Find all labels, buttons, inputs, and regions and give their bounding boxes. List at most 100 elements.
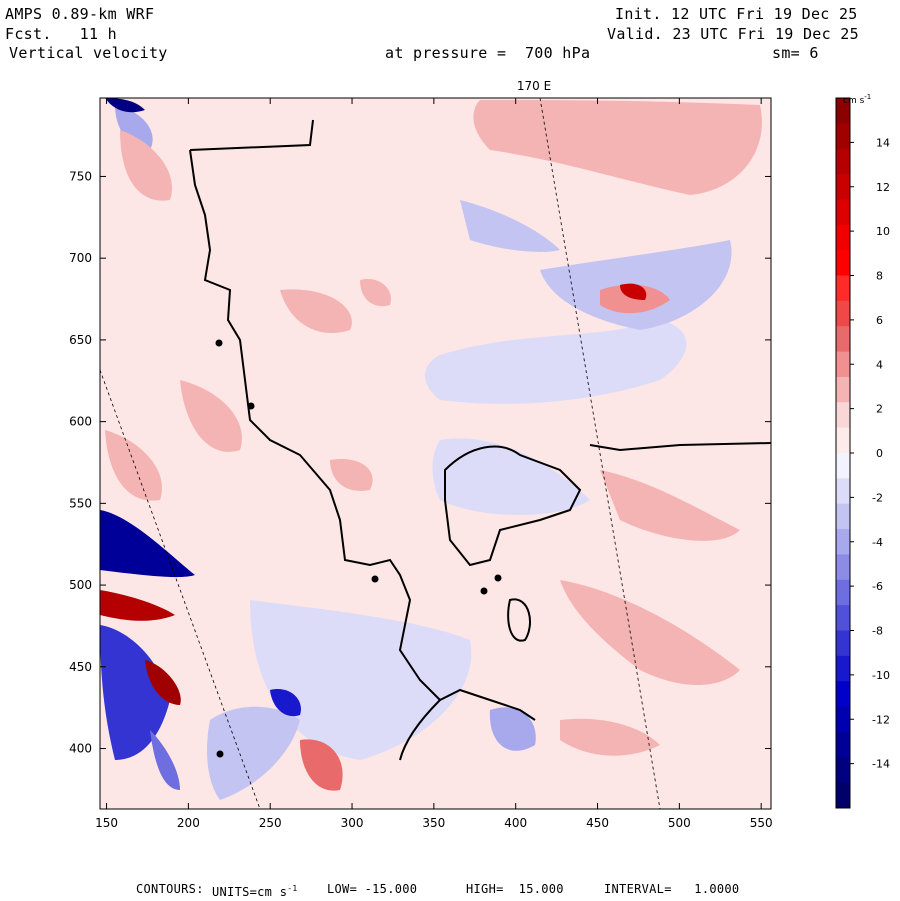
colorbar-swatch <box>836 351 850 378</box>
region-positive <box>560 718 660 756</box>
footer-units: UNITS=cm s-1 <box>212 884 298 899</box>
graticule <box>100 98 661 809</box>
colorbar-label: -14 <box>872 758 890 771</box>
y-tick-label: 500 <box>69 578 92 592</box>
region-positive <box>300 739 343 791</box>
footer-low: LOW= -15.000 <box>327 882 418 896</box>
region-positive <box>360 279 391 307</box>
forecast-hour: Fcst. 11 h <box>5 25 117 43</box>
x-tick-label: 250 <box>259 816 282 830</box>
colorbar-label: 10 <box>876 225 890 238</box>
y-tick-label: 750 <box>69 169 92 183</box>
colorbar-swatch <box>836 731 850 758</box>
colorbar-swatch <box>836 478 850 505</box>
coastline-segment <box>507 598 531 642</box>
colorbar-swatch <box>836 326 850 353</box>
colorbar-label: -6 <box>872 580 883 593</box>
colorbar-label: -2 <box>872 491 883 504</box>
region-positive <box>120 130 172 201</box>
region-positive <box>600 470 740 541</box>
station-markers <box>215 339 502 758</box>
x-tick-label: 350 <box>422 816 445 830</box>
x-tick-label: 500 <box>668 816 691 830</box>
colorbar-swatch <box>836 706 850 733</box>
colorbar-swatch <box>836 605 850 631</box>
region-strong-positive <box>145 660 181 705</box>
region-positive <box>330 459 373 491</box>
station-dot <box>480 587 488 595</box>
region-strong-negative <box>100 510 195 578</box>
colorbar-swatch <box>836 681 850 708</box>
region-strong-negative <box>100 625 170 760</box>
coastline-segment <box>189 119 536 721</box>
y-tick-label: 550 <box>69 496 92 510</box>
colorbar-label: 12 <box>876 181 890 194</box>
station-dot <box>494 574 502 582</box>
x-tick-label: 400 <box>504 816 527 830</box>
colorbar-swatch <box>836 402 850 429</box>
field-shading <box>100 98 762 800</box>
region-strong-negative <box>150 730 180 790</box>
colorbar-swatch <box>836 427 850 454</box>
region-negative <box>489 707 536 751</box>
map-frame <box>99 97 772 810</box>
coastline-segment <box>589 442 771 452</box>
smoothing: sm= 6 <box>772 44 819 62</box>
colorbar-label: 2 <box>876 403 883 416</box>
region-negative <box>425 320 687 404</box>
colorbar-swatch <box>836 98 850 124</box>
y-tick-label: 400 <box>69 742 92 756</box>
region-strong-positive <box>620 283 647 300</box>
colorbar-label: -10 <box>872 669 890 682</box>
region-positive <box>473 100 762 195</box>
colorbar-swatch <box>836 579 850 606</box>
colorbar-label: -4 <box>872 536 883 549</box>
station-dot <box>247 402 255 410</box>
model-title: AMPS 0.89-km WRF <box>5 5 155 23</box>
valid-time: Valid. 23 UTC Fri 19 Dec 25 <box>607 25 859 43</box>
colorbar-swatch <box>836 275 850 302</box>
colorbar-swatch <box>836 453 850 479</box>
y-tick-label: 450 <box>69 660 92 674</box>
colorbar-swatch <box>836 782 850 809</box>
y-tick-label: 700 <box>69 251 92 265</box>
coastline-segment <box>399 699 441 761</box>
colorbar-swatch <box>836 554 850 581</box>
field-name: Vertical velocity <box>9 44 168 62</box>
region-positive <box>280 289 352 334</box>
colorbar-swatch <box>836 376 850 403</box>
region-strong-negative <box>270 689 301 717</box>
y-tick-label: 600 <box>69 415 92 429</box>
station-dot <box>216 750 224 758</box>
x-tick-label: 150 <box>95 816 118 830</box>
colorbar-swatch <box>836 174 850 200</box>
colorbar-label: -8 <box>872 625 883 638</box>
x-tick-label: 200 <box>177 816 200 830</box>
colorbar-label: -12 <box>872 713 890 726</box>
colorbar-label: 8 <box>876 270 883 283</box>
region-positive <box>560 580 740 685</box>
colorbar-swatch <box>836 123 850 150</box>
region-positive <box>105 430 162 501</box>
colorbar-swatch <box>836 250 850 276</box>
colorbar-swatch <box>836 503 850 530</box>
region-negative <box>115 105 153 150</box>
colorbar-swatch <box>836 757 850 784</box>
region-positive <box>180 380 242 452</box>
coastline <box>189 119 771 761</box>
footer-high: HIGH= 15.000 <box>466 882 564 896</box>
meridian-line <box>539 98 661 809</box>
colorbar-unit: cm s-1 <box>843 93 871 106</box>
colorbar-swatch <box>836 655 850 682</box>
region-strong-negative <box>105 98 145 113</box>
region-negative <box>432 438 590 515</box>
x-tick-label: 550 <box>750 816 773 830</box>
init-time: Init. 12 UTC Fri 19 Dec 25 <box>615 5 858 23</box>
region-negative <box>207 706 300 800</box>
region-negative <box>460 200 560 252</box>
y-axis: 750 700 650 600 550 500 450 400 <box>69 169 771 756</box>
colorbar-swatch <box>836 300 850 327</box>
colorbar-swatch <box>836 199 850 226</box>
region-negative <box>250 600 472 760</box>
